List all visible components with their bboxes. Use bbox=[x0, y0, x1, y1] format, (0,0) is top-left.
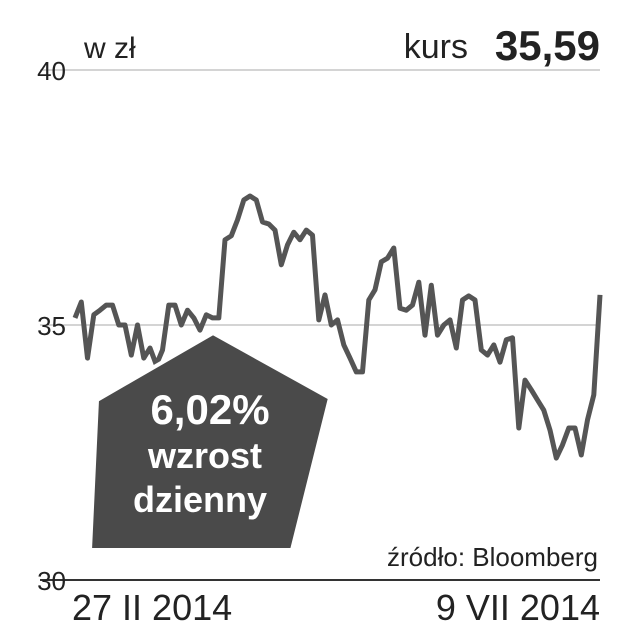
x-tick-label: 27 II 2014 bbox=[72, 587, 232, 628]
badge-text: wzrost bbox=[147, 435, 262, 476]
y-tick-label: 35 bbox=[37, 311, 66, 341]
badge-text: dzienny bbox=[133, 479, 267, 520]
badge-shape bbox=[87, 330, 333, 552]
price-line bbox=[72, 193, 603, 461]
current-value: 35,59 bbox=[495, 22, 600, 69]
unit-label: w zł bbox=[83, 32, 136, 65]
source: źródło: Bloomberg bbox=[387, 542, 598, 572]
title: kurs bbox=[404, 28, 468, 66]
y-tick-label: 30 bbox=[37, 566, 66, 596]
badge-value: 6,02% bbox=[150, 386, 269, 433]
y-tick-label: 40 bbox=[37, 56, 66, 86]
x-tick-label: 9 VII 2014 bbox=[436, 587, 600, 628]
